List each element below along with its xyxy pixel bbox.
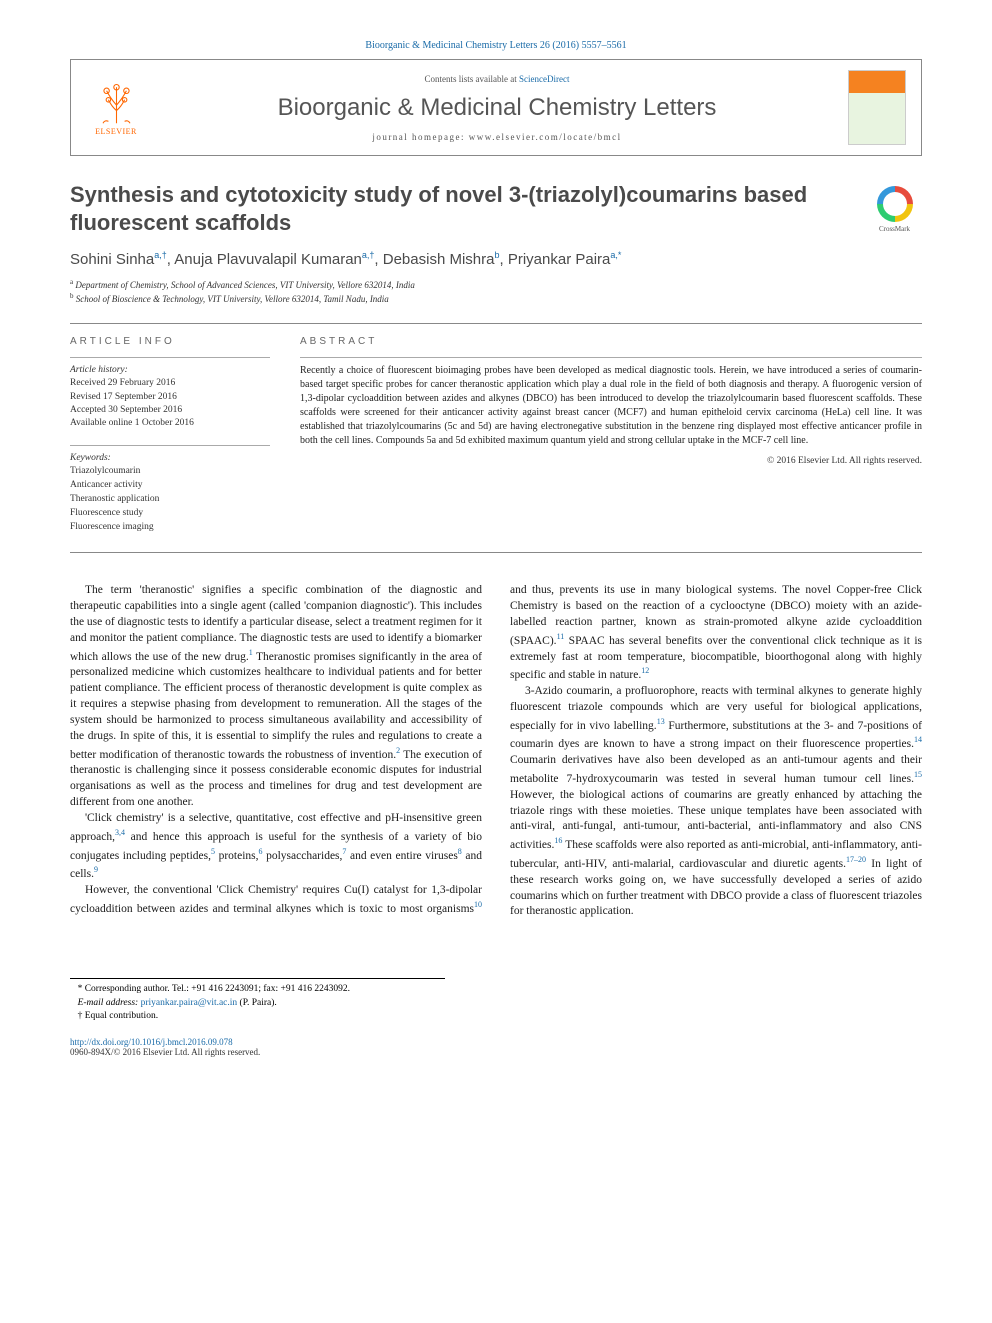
history-label: Article history: (70, 364, 270, 377)
p4-ref3: 15 (914, 770, 922, 779)
p2c: proteins, (215, 849, 259, 861)
p2e: and even entire viruses (346, 849, 457, 861)
abstract-text: Recently a choice of fluorescent bioimag… (300, 357, 922, 448)
email-label: E-mail address: (78, 998, 139, 1008)
author-0: Sohini Sinha (70, 251, 154, 268)
contents-prefix: Contents lists available at (425, 74, 519, 84)
history-3: Available online 1 October 2016 (70, 417, 270, 430)
history-2: Accepted 30 September 2016 (70, 404, 270, 417)
body-text: The term 'theranostic' signifies a speci… (70, 583, 922, 920)
body-p1: The term 'theranostic' signifies a speci… (70, 583, 482, 811)
abstract-heading: abstract (300, 336, 922, 347)
body-p4: 3-Azido coumarin, a profluorophore, reac… (510, 684, 922, 920)
journal-homepage: journal homepage: www.elsevier.com/locat… (161, 132, 833, 142)
author-1-sup: a,† (362, 250, 375, 260)
journal-cover-thumbnail (848, 70, 906, 145)
author-2-sup: b (494, 250, 499, 260)
history-0: Received 29 February 2016 (70, 377, 270, 390)
journal-header: ELSEVIER Contents lists available at Sci… (70, 59, 922, 156)
article-info-column: article info Article history: Received 2… (70, 336, 270, 534)
corresponding-author: * Corresponding author. Tel.: +91 416 22… (70, 983, 445, 996)
keyword-0: Triazolylcoumarin (70, 465, 270, 479)
article-history: Article history: Received 29 February 20… (70, 357, 270, 430)
journal-name: Bioorganic & Medicinal Chemistry Letters (161, 94, 833, 122)
crossmark-icon (877, 186, 913, 222)
aff-a-sup: a (70, 278, 73, 286)
p4c: Coumarin derivatives have also been deve… (510, 754, 922, 785)
aff-b-text: School of Bioscience & Technology, VIT U… (76, 294, 389, 304)
citation-line: Bioorganic & Medicinal Chemistry Letters… (70, 40, 922, 51)
author-1: Anuja Plavuvalapil Kumaran (174, 251, 362, 268)
p3c: SPAAC has several benefits over the conv… (510, 635, 922, 682)
p3-ref1: 10 (474, 900, 482, 909)
author-2: Debasish Mishra (383, 251, 495, 268)
contents-available-line: Contents lists available at ScienceDirec… (161, 74, 833, 84)
affiliation-b: b School of Bioscience & Technology, VIT… (70, 292, 922, 306)
abstract-column: abstract Recently a choice of fluorescen… (300, 336, 922, 534)
crossmark-badge[interactable]: CrossMark (867, 186, 922, 241)
info-abstract-row: article info Article history: Received 2… (70, 324, 922, 552)
issn-copyright: 0960-894X/© 2016 Elsevier Ltd. All right… (70, 1047, 260, 1057)
p2d: polysaccharides, (263, 849, 343, 861)
keyword-1: Anticancer activity (70, 479, 270, 493)
elsevier-tree-icon (94, 80, 139, 125)
header-center: Contents lists available at ScienceDirec… (161, 74, 833, 142)
p4-ref1: 13 (657, 717, 665, 726)
p2-ref1: 3,4 (115, 828, 125, 837)
footer: http://dx.doi.org/10.1016/j.bmcl.2016.09… (70, 1037, 922, 1057)
keyword-2: Theranostic application (70, 493, 270, 507)
elsevier-logo: ELSEVIER (86, 75, 146, 140)
homepage-prefix: journal homepage: (372, 132, 468, 142)
body-p2: 'Click chemistry' is a selective, quanti… (70, 811, 482, 883)
p4-ref5: 17–20 (846, 855, 866, 864)
elsevier-label: ELSEVIER (95, 127, 137, 136)
affiliations: a Department of Chemistry, School of Adv… (70, 278, 922, 305)
history-1: Revised 17 September 2016 (70, 391, 270, 404)
homepage-url: www.elsevier.com/locate/bmcl (469, 132, 622, 142)
authors-line: Sohini Sinhaa,†, Anuja Plavuvalapil Kuma… (70, 250, 922, 268)
p4-ref2: 14 (914, 735, 922, 744)
sciencedirect-link[interactable]: ScienceDirect (519, 74, 569, 84)
article-info-heading: article info (70, 336, 270, 347)
doi-link[interactable]: http://dx.doi.org/10.1016/j.bmcl.2016.09… (70, 1037, 233, 1047)
keyword-3: Fluorescence study (70, 507, 270, 521)
p2-ref6: 9 (94, 865, 98, 874)
article-title: Synthesis and cytotoxicity study of nove… (70, 181, 852, 236)
author-3-sup: a,* (610, 250, 621, 260)
affiliation-a: a Department of Chemistry, School of Adv… (70, 278, 922, 292)
email-line: E-mail address: priyankar.paira@vit.ac.i… (70, 997, 445, 1010)
footnotes: * Corresponding author. Tel.: +91 416 22… (70, 978, 445, 1023)
p3-ref3: 12 (641, 666, 649, 675)
author-0-sup: a,† (154, 250, 167, 260)
keyword-4: Fluorescence imaging (70, 521, 270, 535)
aff-a-text: Department of Chemistry, School of Advan… (75, 280, 415, 290)
abstract-copyright: © 2016 Elsevier Ltd. All rights reserved… (300, 456, 922, 466)
crossmark-label: CrossMark (879, 225, 910, 233)
keywords-block: Keywords: Triazolylcoumarin Anticancer a… (70, 445, 270, 535)
email-address[interactable]: priyankar.paira@vit.ac.in (141, 998, 238, 1008)
email-name: (P. Paira). (240, 998, 277, 1008)
author-3: Priyankar Paira (508, 251, 611, 268)
divider-bottom (70, 552, 922, 553)
p1b: Theranostic promises significantly in th… (70, 651, 482, 761)
aff-b-sup: b (70, 292, 74, 300)
p3a: However, the conventional 'Click Chemist… (70, 884, 482, 915)
keywords-label: Keywords: (70, 452, 270, 466)
equal-contribution: † Equal contribution. (70, 1010, 445, 1023)
